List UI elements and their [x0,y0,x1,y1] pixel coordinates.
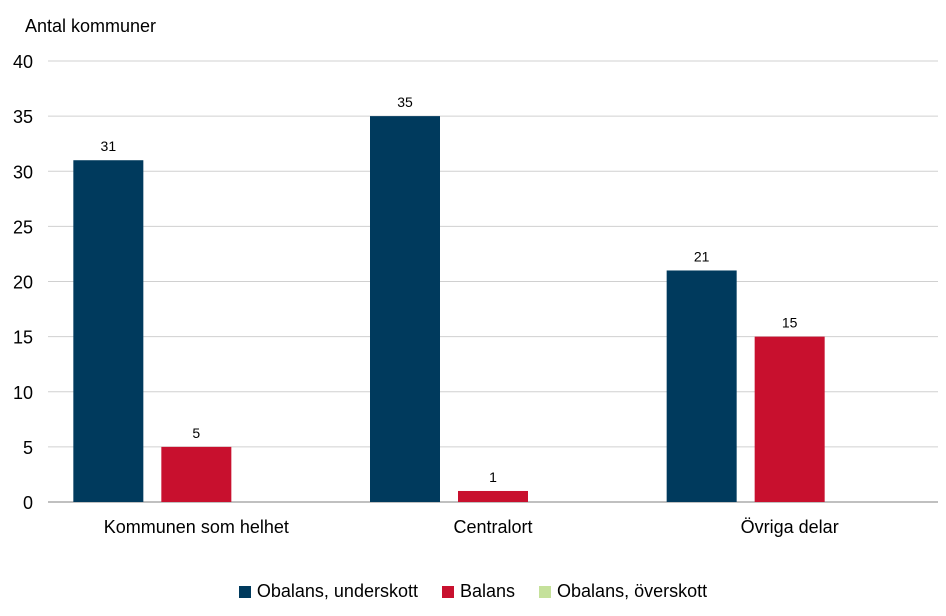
x-tick-labels: Kommunen som helhet Centralort Övriga dela… [104,517,839,537]
legend-label: Obalans, underskott [256,581,418,601]
x-tick-label: Kommunen som helhet [104,517,289,537]
x-tick-label: Centralort [453,517,532,537]
bar [370,116,440,502]
bars [73,116,825,502]
y-tick-label: 5 [23,438,33,458]
legend: Obalans, underskott Balans Obalans, översk… [0,581,946,602]
y-tick-label: 15 [13,328,33,348]
legend-swatch [539,585,552,598]
data-label: 21 [694,248,710,264]
bar [458,490,528,502]
y-tick-label: 40 [13,52,33,72]
x-tick-label: Övriga delar [741,517,839,537]
bar [73,160,144,502]
data-label: 35 [397,94,413,110]
bar [754,336,825,502]
data-label: 1 [489,469,497,485]
legend-item: Obalans, överskott [539,581,707,602]
data-label: 31 [101,138,117,154]
y-tick-label: 10 [13,383,33,403]
legend-item: Balans [441,581,516,602]
legend-label: Balans [459,581,516,601]
bar [666,270,737,502]
legend-label: Obalans, överskott [557,581,708,601]
y-tick-labels: 0 5 10 15 20 25 30 35 40 [13,52,33,513]
bar-chart: 0 5 10 15 20 25 30 35 40 31 5 35 1 21 15 Kommunen som… [13,52,938,537]
y-tick-label: 35 [13,107,33,127]
y-tick-label: 25 [13,217,33,237]
legend-swatch [238,585,251,598]
data-label: 15 [782,315,798,331]
y-tick-label: 20 [13,273,33,293]
data-labels: 31 5 35 1 21 15 [101,94,798,485]
legend-item: Obalans, underskott [238,581,418,602]
bar [161,446,232,502]
data-label: 5 [192,425,200,441]
y-tick-label: 0 [23,493,33,513]
legend-swatch [441,585,454,598]
y-tick-label: 30 [13,162,33,182]
y-axis-title: Antal kommuner [25,16,157,36]
